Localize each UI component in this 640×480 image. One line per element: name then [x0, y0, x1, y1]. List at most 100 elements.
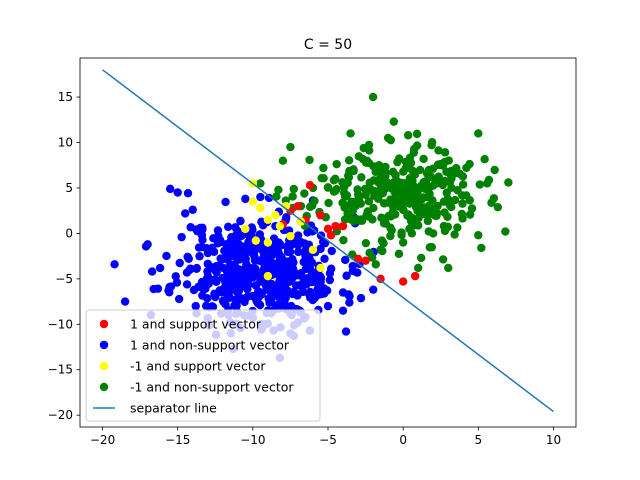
data-point	[388, 184, 398, 193]
data-point	[398, 238, 408, 247]
data-point	[410, 271, 420, 281]
data-point	[155, 263, 165, 273]
data-point	[263, 238, 273, 247]
data-point	[356, 216, 365, 225]
y-axis: −20 −15 −10 −5 0 5 10 15	[48, 90, 80, 422]
data-point	[440, 226, 450, 236]
data-point	[455, 169, 465, 179]
data-point	[240, 265, 249, 274]
data-point	[341, 255, 350, 265]
data-point	[202, 274, 211, 284]
data-point	[326, 231, 336, 240]
data-point	[256, 192, 265, 202]
data-point	[308, 245, 318, 254]
data-point	[428, 204, 438, 214]
data-point	[237, 231, 246, 241]
data-point	[175, 258, 184, 268]
data-point	[356, 199, 365, 208]
data-point	[325, 275, 335, 285]
data-point	[399, 205, 408, 215]
data-point	[465, 210, 475, 219]
data-point	[202, 301, 211, 311]
data-point	[272, 192, 281, 201]
data-point	[241, 224, 250, 234]
data-point	[212, 268, 221, 277]
series-1	[256, 92, 513, 273]
data-point	[317, 289, 326, 299]
data-point	[223, 255, 232, 264]
data-point	[386, 223, 395, 232]
data-point	[244, 280, 253, 289]
data-point	[174, 294, 184, 304]
legend-marker	[99, 319, 109, 329]
data-point	[429, 229, 438, 238]
data-point	[394, 249, 404, 259]
data-point	[446, 168, 456, 177]
data-point	[237, 242, 246, 251]
data-point	[450, 230, 459, 239]
data-point	[428, 181, 438, 190]
data-point	[182, 268, 192, 277]
series-3	[241, 179, 325, 281]
data-point	[288, 192, 297, 201]
data-point	[339, 235, 348, 245]
data-point	[447, 202, 456, 212]
data-point	[434, 146, 443, 155]
data-point	[388, 208, 397, 217]
data-point	[338, 221, 348, 231]
data-point	[237, 295, 246, 304]
legend: 1 and support vector 1 and non-support ve…	[85, 309, 321, 422]
data-point	[249, 251, 259, 260]
data-point	[327, 246, 336, 256]
data-point	[221, 287, 231, 297]
data-point	[316, 211, 325, 220]
data-point	[474, 231, 483, 240]
data-point	[294, 247, 303, 257]
data-point	[264, 193, 274, 203]
chart-title: C = 50	[304, 37, 352, 53]
data-point	[450, 195, 460, 205]
data-point	[338, 198, 347, 208]
x-tick-label: −5	[319, 433, 337, 447]
data-point	[501, 227, 510, 236]
data-point	[490, 165, 499, 175]
data-point	[289, 287, 298, 297]
data-point	[453, 223, 462, 232]
data-point	[222, 266, 231, 275]
data-point	[403, 161, 413, 171]
data-point	[483, 179, 492, 188]
data-point	[162, 251, 171, 261]
data-point	[364, 140, 374, 150]
data-point	[374, 161, 384, 170]
data-point	[208, 243, 217, 252]
data-point	[194, 243, 204, 252]
data-point	[229, 249, 238, 258]
data-point	[274, 185, 283, 194]
data-point	[458, 214, 467, 223]
data-point	[364, 197, 374, 206]
data-point	[203, 267, 212, 276]
data-point	[252, 296, 261, 306]
data-point	[305, 181, 315, 190]
data-point	[286, 142, 295, 152]
data-point	[271, 211, 280, 220]
separator-line	[102, 69, 554, 413]
data-point	[480, 154, 489, 164]
data-point	[259, 248, 268, 257]
data-point	[284, 277, 294, 287]
data-point	[227, 232, 236, 242]
legend-marker	[99, 340, 109, 350]
data-point	[191, 301, 200, 311]
data-point	[393, 157, 402, 167]
data-point	[406, 216, 416, 226]
data-point	[274, 238, 284, 247]
data-point	[293, 271, 302, 280]
data-point	[165, 184, 175, 194]
data-point	[183, 189, 193, 198]
data-point	[395, 197, 404, 206]
data-point	[332, 159, 341, 169]
data-point	[197, 230, 207, 240]
data-point	[282, 213, 291, 222]
data-point	[371, 167, 380, 177]
